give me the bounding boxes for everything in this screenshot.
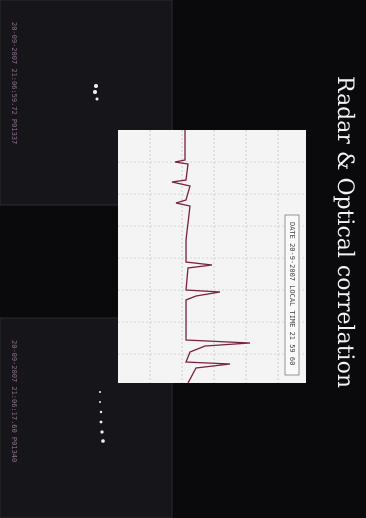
frame-timestamp: 20-09-2007 21:06:59.72 P01337 <box>10 22 18 144</box>
frame-timestamp: 20-09-2007 21:06:17.60 P01340 <box>10 340 18 462</box>
chart-label: DATE 20-9-2007 LOCAL TIME 21 59 60 <box>288 222 296 365</box>
slide-title: Radar & Optical correlation <box>332 76 357 388</box>
slide: 20-09-2007 21:06:59.72 P01337 20-09-2007… <box>0 0 366 518</box>
